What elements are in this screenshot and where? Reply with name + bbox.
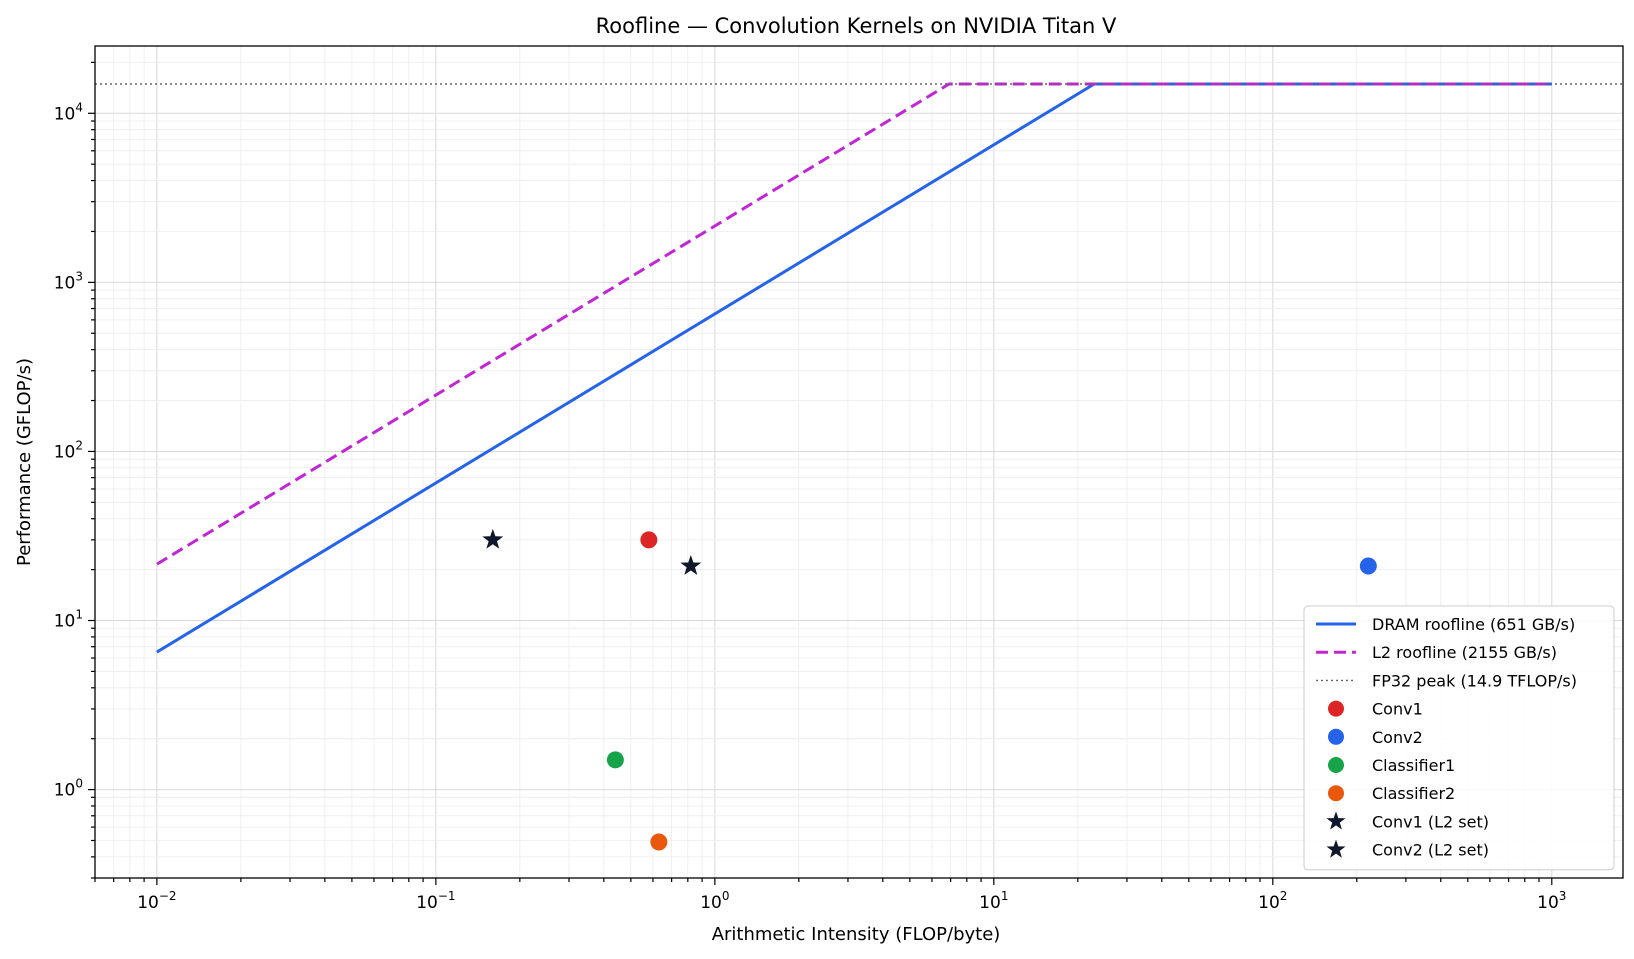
point-classifier2 (650, 833, 668, 851)
roofline-series-0 (156, 82, 1552, 654)
chart-title: Roofline — Convolution Kernels on NVIDIA… (596, 14, 1117, 38)
y-tick-label: 102 (54, 438, 83, 462)
y-axis-label: Performance (GFLOP/s) (14, 358, 35, 566)
x-tick-label: 100 (700, 889, 729, 913)
legend-dot-swatch (1328, 728, 1344, 745)
roofline-lines (95, 82, 1623, 654)
legend-label: L2 roofline (2155 GB/s) (1372, 643, 1557, 662)
legend-label: FP32 peak (14.9 TFLOP/s) (1372, 671, 1577, 690)
x-tick-label: 10−2 (137, 889, 176, 913)
legend-label: Conv1 (L2 set) (1372, 812, 1489, 831)
legend-label: Conv2 (L2 set) (1372, 841, 1489, 860)
y-tick-label: 104 (54, 100, 83, 124)
y-tick-label: 101 (54, 608, 83, 632)
y-tick-label: 103 (54, 269, 83, 293)
point-conv1 (640, 531, 658, 549)
legend-dot-swatch (1328, 700, 1344, 717)
x-tick-label: 103 (1537, 889, 1566, 913)
legend-dot-swatch (1328, 785, 1344, 802)
y-tick-label: 100 (54, 777, 83, 801)
grid (94, 46, 1623, 879)
legend-label: Conv2 (1372, 728, 1423, 747)
point-conv2 (1359, 557, 1377, 575)
point-conv1-l2-set (482, 528, 504, 549)
data-points (482, 528, 1377, 851)
plot-area-frame (94, 45, 1624, 879)
legend-label: Classifier2 (1372, 784, 1455, 803)
legend-box (1303, 605, 1615, 871)
legend-star-swatch (1326, 811, 1346, 830)
roofline-series-1 (156, 82, 1552, 566)
legend-star-swatch (1326, 839, 1346, 858)
x-tick-label: 101 (979, 889, 1008, 913)
legend-label: Classifier1 (1372, 756, 1455, 775)
point-conv2-l2-set (680, 555, 702, 575)
x-tick-label: 102 (1258, 889, 1287, 913)
x-tick-label: 10−1 (416, 889, 455, 913)
legend: DRAM roofline (651 GB/s) L2 roofline (215… (1303, 605, 1615, 871)
x-axis-label: Arithmetic Intensity (FLOP/byte) (712, 924, 1001, 945)
point-classifier1 (606, 751, 624, 769)
legend-label: Conv1 (1372, 700, 1423, 719)
legend-dot-swatch (1328, 757, 1344, 773)
legend-label: DRAM roofline (651 GB/s) (1372, 615, 1575, 634)
axis-ticks: 10−2 10−1 100 101 102 103 100 101 102 103 104 (54, 61, 1566, 913)
